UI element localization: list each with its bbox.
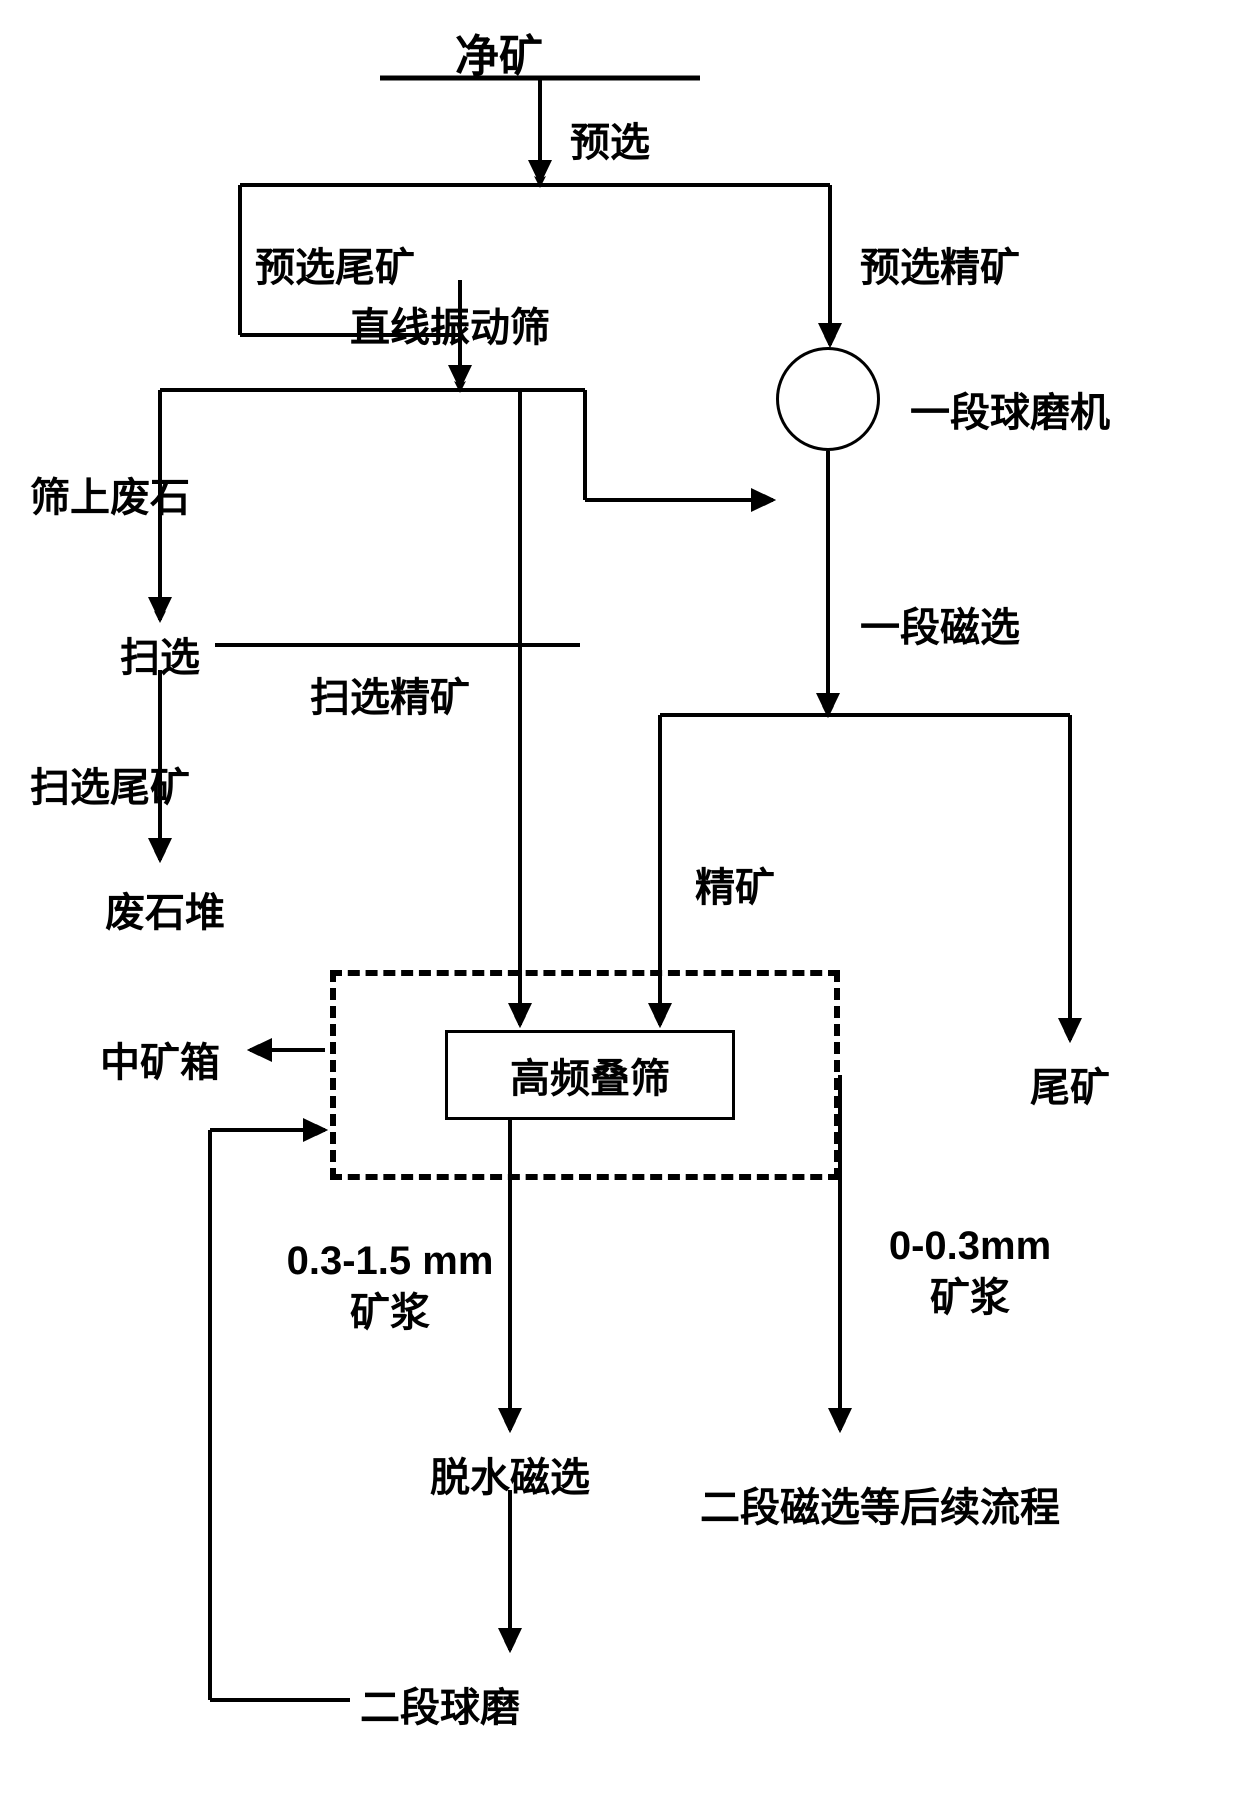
node-saoxuan-jingkuang: 扫选精矿 bbox=[310, 665, 470, 723]
node-yuxuan: 预选 bbox=[570, 110, 650, 168]
node-saoxuan-weikuang: 扫选尾矿 bbox=[30, 755, 190, 813]
node-jingkuang: 净矿 bbox=[455, 20, 543, 84]
size-large-unit: 矿浆 bbox=[350, 1290, 430, 1335]
gaopin-label: 高频叠筛 bbox=[510, 1046, 670, 1104]
node-jingkuang2: 精矿 bbox=[695, 855, 775, 913]
node-shaishang: 筛上废石 bbox=[30, 465, 190, 523]
node-size-large: 0.3-1.5 mm 矿浆 bbox=[275, 1235, 505, 1339]
node-size-small: 0-0.3mm 矿浆 bbox=[870, 1220, 1070, 1324]
node-saoxuan: 扫选 bbox=[120, 625, 200, 683]
node-zhongkuangxiang: 中矿箱 bbox=[100, 1030, 220, 1088]
node-yuxuan-weikuang: 预选尾矿 bbox=[255, 235, 415, 293]
size-small-unit: 矿浆 bbox=[930, 1275, 1010, 1320]
node-yiduan-cixuan: 一段磁选 bbox=[860, 595, 1020, 653]
node-erduan-cixuan: 二段磁选等后续流程 bbox=[700, 1475, 1060, 1533]
node-erduan-qiumo: 二段球磨 bbox=[360, 1675, 520, 1733]
node-ball-mill-1: 一段球磨机 bbox=[910, 380, 1110, 438]
node-tuoshui: 脱水磁选 bbox=[430, 1445, 590, 1503]
size-large-val: 0.3-1.5 mm bbox=[287, 1239, 494, 1283]
node-zhixian: 直线振动筛 bbox=[350, 295, 550, 353]
ball-mill-circle bbox=[776, 347, 880, 451]
size-small-val: 0-0.3mm bbox=[889, 1224, 1051, 1268]
node-yuxuan-jingkuang: 预选精矿 bbox=[860, 235, 1020, 293]
node-weikuang: 尾矿 bbox=[1030, 1055, 1110, 1113]
node-feishidui: 废石堆 bbox=[105, 880, 225, 938]
gaopin-box: 高频叠筛 bbox=[445, 1030, 735, 1120]
